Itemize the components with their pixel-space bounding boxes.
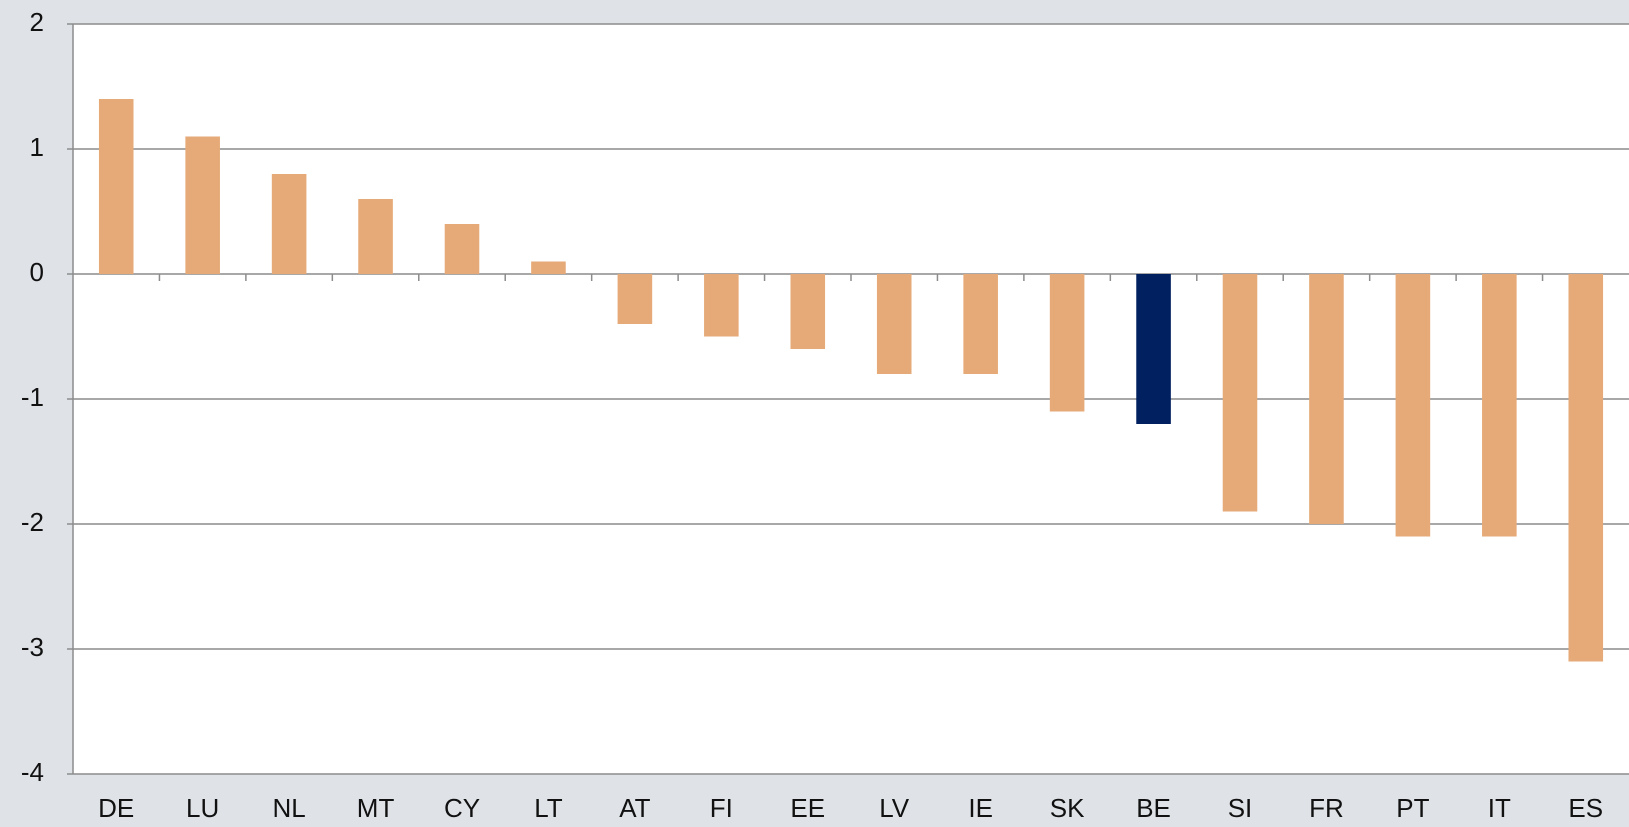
x-tick-label: LT bbox=[534, 793, 563, 823]
x-tick-label: AT bbox=[619, 793, 650, 823]
bar bbox=[790, 274, 826, 349]
bar bbox=[1309, 274, 1344, 524]
y-tick-label: 1 bbox=[30, 132, 44, 162]
x-tick-label: BE bbox=[1136, 793, 1171, 823]
bar bbox=[876, 274, 912, 374]
x-tick-label: FR bbox=[1309, 793, 1344, 823]
y-tick-label: 2 bbox=[30, 7, 44, 37]
bar bbox=[1049, 274, 1085, 412]
y-tick-label: -1 bbox=[21, 382, 44, 412]
bar bbox=[1395, 274, 1431, 537]
x-tick-label: IE bbox=[968, 793, 993, 823]
x-tick-label: LU bbox=[186, 793, 219, 823]
bar bbox=[358, 199, 393, 274]
bar bbox=[963, 274, 998, 374]
x-tick-label: NL bbox=[272, 793, 305, 823]
bar bbox=[98, 99, 134, 274]
x-tick-label: SK bbox=[1050, 793, 1085, 823]
x-tick-label: MT bbox=[357, 793, 395, 823]
bar bbox=[444, 224, 480, 274]
x-tick-label: FI bbox=[710, 793, 733, 823]
x-tick-label: EE bbox=[790, 793, 825, 823]
x-tick-label: ES bbox=[1568, 793, 1603, 823]
y-tick-label: 0 bbox=[30, 257, 44, 287]
x-tick-label: CY bbox=[444, 793, 480, 823]
y-tick-label: -3 bbox=[21, 632, 44, 662]
bar bbox=[1136, 274, 1171, 424]
bar bbox=[185, 136, 220, 274]
y-tick-label: -4 bbox=[21, 757, 44, 787]
x-tick-label: LV bbox=[879, 793, 910, 823]
x-tick-label: IT bbox=[1488, 793, 1511, 823]
x-tick-label: PT bbox=[1396, 793, 1429, 823]
bar bbox=[617, 274, 653, 324]
bar bbox=[531, 261, 566, 274]
x-tick-label: DE bbox=[98, 793, 134, 823]
bar bbox=[704, 274, 739, 337]
x-tick-label: SI bbox=[1228, 793, 1253, 823]
y-tick-label: -2 bbox=[21, 507, 44, 537]
bar bbox=[1568, 274, 1604, 662]
bar bbox=[271, 174, 307, 274]
bar bbox=[1482, 274, 1517, 537]
bar bbox=[1222, 274, 1258, 512]
